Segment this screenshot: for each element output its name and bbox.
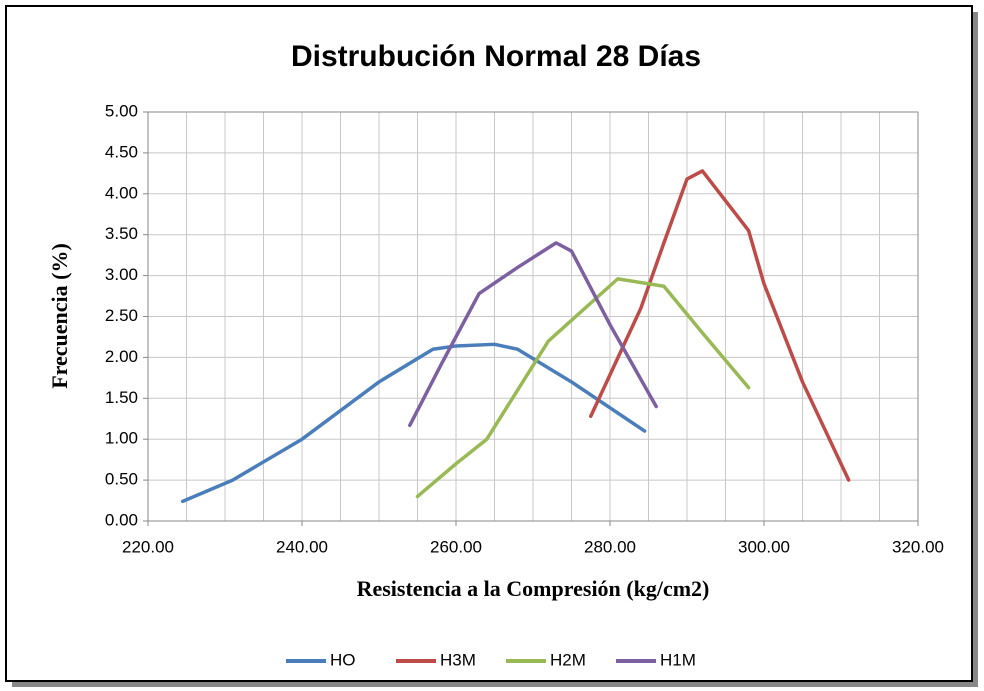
series-line (180, 342, 647, 504)
y-tick-label: 3.00 (105, 265, 138, 284)
x-axis-label: Resistencia a la Compresión (kg/cm2) (357, 576, 710, 601)
chart-title: Distrubución Normal 28 Días (291, 40, 701, 73)
y-axis-label: Frecuencia (%) (47, 243, 72, 389)
y-tick-label: 1.00 (105, 429, 138, 448)
y-tick-label: 1.50 (105, 388, 138, 407)
legend-label: H2M (550, 650, 586, 669)
y-tick-label: 2.50 (105, 306, 138, 325)
legend-label: H3M (440, 650, 476, 669)
y-tick-label: 4.00 (105, 183, 138, 202)
y-tick-label: 2.00 (105, 347, 138, 366)
y-tick-label: 0.00 (105, 510, 138, 529)
plot-border (147, 111, 919, 522)
x-tick-label: 300.00 (738, 537, 790, 556)
y-tick-label: 3.50 (105, 224, 138, 243)
x-tick-label: 280.00 (584, 537, 636, 556)
y-tick-label: 4.50 (105, 142, 138, 161)
series-line (589, 169, 851, 482)
series-line (408, 241, 658, 428)
y-tick-label: 0.50 (105, 470, 138, 489)
legend-label: HO (330, 650, 356, 669)
x-tick-label: 320.00 (892, 537, 944, 556)
x-tick-label: 260.00 (430, 537, 482, 556)
legend-label: H1M (660, 650, 696, 669)
x-tick-label: 240.00 (276, 537, 328, 556)
y-tick-label: 5.00 (105, 101, 138, 120)
series-line (415, 277, 751, 499)
x-tick-label: 220.00 (122, 537, 174, 556)
